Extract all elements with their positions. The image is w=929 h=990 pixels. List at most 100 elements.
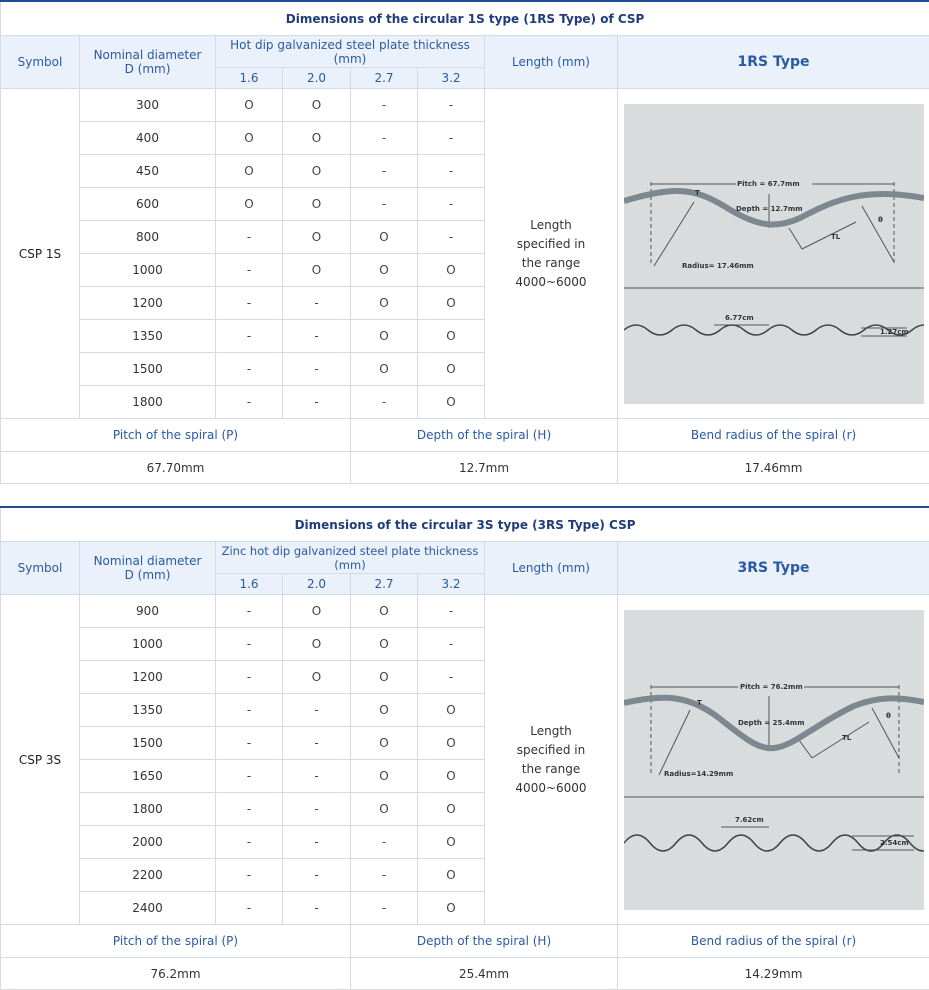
table-title: Dimensions of the circular 3S type (3RS … [0, 506, 929, 542]
mark-cell: - [215, 286, 283, 320]
t-label: T [695, 189, 700, 197]
mark-cell: - [282, 693, 351, 727]
bend-radius-header: Bend radius of the spiral (r) [616, 924, 929, 958]
table-title: Dimensions of the circular 1S type (1RS … [0, 0, 929, 36]
mark-cell: - [215, 627, 283, 661]
1rs-profile-diagram: Pitch = 67.7mm Depth = 12.7mm Radius= 17… [623, 103, 924, 404]
type-diagram-cell: Pitch = 76.2mm Depth = 25.4mm Radius=14.… [616, 594, 929, 925]
mark-cell: O [282, 154, 351, 188]
diameter-cell: 900 [79, 594, 216, 628]
diameter-cell: 1350 [79, 693, 216, 727]
diameter-cell: 1350 [79, 319, 216, 353]
theta-label: θ [878, 216, 883, 224]
table-row: 1350 - - O O [1, 693, 929, 727]
table-row: 450 O O - - [1, 154, 929, 188]
mark-cell: O [350, 792, 418, 826]
mark-cell: - [215, 858, 283, 892]
mark-cell: O [282, 88, 351, 122]
mark-cell: - [417, 121, 485, 155]
mark-cell: - [215, 792, 283, 826]
diameter-cell: 1000 [79, 253, 216, 287]
mark-cell: - [350, 121, 418, 155]
wave-depth-label: 2.54cm [880, 839, 909, 847]
mark-cell: O [350, 726, 418, 760]
mark-cell: O [350, 693, 418, 727]
mark-cell: O [417, 385, 485, 419]
length-header: Length (mm) [484, 35, 618, 89]
mark-cell: O [417, 792, 485, 826]
diameter-cell: 400 [79, 121, 216, 155]
theta-label: θ [886, 712, 891, 720]
mark-cell: O [417, 319, 485, 353]
thickness-header: Hot dip galvanized steel plate thickness… [215, 35, 485, 68]
bend-radius-value: 17.46mm [616, 451, 929, 484]
mark-cell: - [215, 352, 283, 386]
wave-depth-label: 1.27cm [880, 328, 909, 336]
mark-cell: - [282, 286, 351, 320]
mark-cell: - [417, 220, 485, 254]
diameter-cell: 1500 [79, 352, 216, 386]
mark-cell: - [350, 891, 418, 925]
mark-cell: O [282, 627, 351, 661]
radius-label: Radius=14.29mm [664, 770, 733, 778]
diameter-cell: 1500 [79, 726, 216, 760]
pitch-spiral-value: 76.2mm [0, 957, 351, 990]
mark-cell: O [417, 352, 485, 386]
pitch-spiral-header: Pitch of the spiral (P) [0, 418, 351, 452]
nominal-diameter-header: Nominal diameter D (mm) [79, 541, 216, 595]
mark-cell: - [282, 891, 351, 925]
mark-cell: O [215, 187, 283, 221]
symbol-header: Symbol [0, 35, 80, 89]
depth-spiral-value: 12.7mm [350, 451, 618, 484]
diameter-cell: 1800 [79, 385, 216, 419]
mark-cell: O [350, 319, 418, 353]
depth-label: Depth = 12.7mm [736, 205, 803, 213]
mark-cell: O [215, 88, 283, 122]
mark-cell: - [282, 726, 351, 760]
thickness-col-4: 3.2 [417, 67, 485, 89]
diameter-cell: 300 [79, 88, 216, 122]
diameter-cell: 2400 [79, 891, 216, 925]
mark-cell: O [350, 660, 418, 694]
mark-cell: - [215, 385, 283, 419]
mark-cell: O [417, 253, 485, 287]
diameter-cell: 1650 [79, 759, 216, 793]
depth-spiral-header: Depth of the spiral (H) [350, 924, 618, 958]
diameter-cell: 800 [79, 220, 216, 254]
mark-cell: O [350, 627, 418, 661]
mark-cell: - [282, 352, 351, 386]
mark-cell: - [215, 759, 283, 793]
symbol-cell: CSP 3S [0, 594, 80, 925]
mark-cell: - [417, 660, 485, 694]
pitch-label: Pitch = 76.2mm [740, 683, 803, 691]
diameter-cell: 2200 [79, 858, 216, 892]
mark-cell: - [350, 825, 418, 859]
table-row: CSP 3S 900 - O O - Length specified in t… [0, 594, 929, 925]
csp-1s-table: Dimensions of the circular 1S type (1RS … [0, 0, 929, 484]
diameter-cell: 450 [79, 154, 216, 188]
table-row: 400 O O - - [1, 121, 929, 155]
diameter-cell: 1200 [79, 660, 216, 694]
symbol-header: Symbol [0, 541, 80, 595]
radius-label: Radius= 17.46mm [682, 262, 754, 270]
table-row: 2000 - - - O [1, 825, 929, 859]
mark-cell: O [350, 286, 418, 320]
mark-cell: O [350, 594, 418, 628]
mark-cell: - [350, 385, 418, 419]
thickness-col-1: 1.6 [215, 573, 283, 595]
mark-cell: - [350, 88, 418, 122]
mark-cell: - [215, 726, 283, 760]
symbol-cell: CSP 1S [0, 88, 80, 419]
mark-cell: O [215, 121, 283, 155]
mark-cell: - [350, 858, 418, 892]
mark-cell: O [350, 759, 418, 793]
diameter-cell: 2000 [79, 825, 216, 859]
mark-cell: - [282, 792, 351, 826]
depth-spiral-value: 25.4mm [350, 957, 618, 990]
mark-cell: - [350, 154, 418, 188]
mark-cell: O [417, 693, 485, 727]
mark-cell: - [417, 154, 485, 188]
mark-cell: O [350, 352, 418, 386]
wave-pitch-label: 7.62cm [735, 816, 764, 824]
thickness-col-3: 2.7 [350, 573, 418, 595]
